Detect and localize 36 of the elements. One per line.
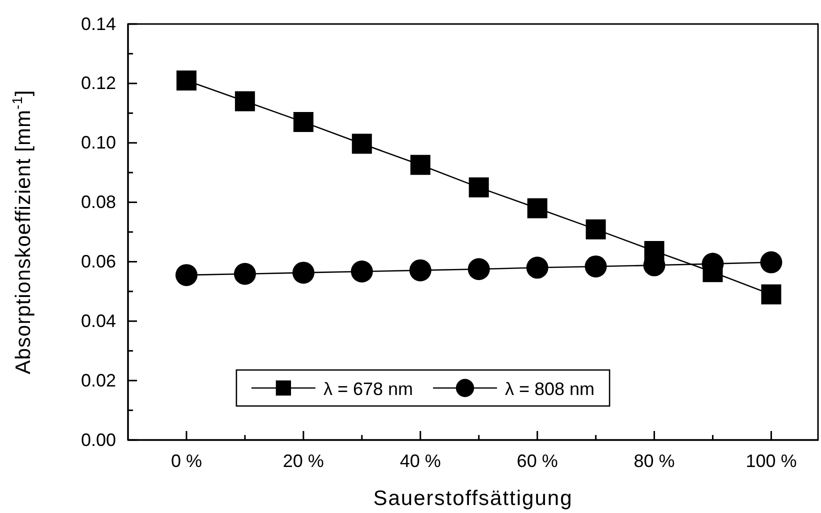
point	[234, 91, 255, 112]
y-tick-label: 0.02	[80, 370, 116, 390]
point	[350, 260, 373, 282]
x-tick-label: 100 %	[746, 450, 797, 471]
point	[176, 70, 196, 90]
point	[527, 198, 548, 218]
x-tick-label: 20 %	[282, 450, 324, 471]
legend-label: λ = 678 nm	[323, 379, 413, 399]
x-axis-title: Sauerstoffsättigung	[373, 487, 573, 510]
legend-label: λ = 808 nm	[505, 379, 595, 399]
point	[352, 134, 372, 154]
x-tick-label: 80 %	[634, 450, 675, 471]
y-tick-label: 0.00	[80, 430, 116, 450]
point	[468, 258, 490, 280]
x-tick-label: 40 %	[400, 450, 441, 471]
y-tick-label: 0.08	[80, 192, 116, 212]
y-tick-label: 0.04	[80, 310, 116, 331]
y-tick-label: 0.12	[80, 73, 116, 94]
point	[292, 262, 314, 284]
point	[584, 255, 607, 278]
point	[761, 284, 782, 304]
point	[409, 259, 432, 282]
x-tick-label: 0 %	[170, 450, 202, 471]
y-tick-label: 0.14	[80, 14, 116, 34]
point	[234, 262, 256, 285]
point	[293, 112, 314, 132]
point	[760, 251, 782, 274]
point	[175, 264, 198, 286]
point	[586, 219, 606, 240]
y-tick-label: 0.06	[80, 251, 116, 272]
point	[526, 256, 548, 279]
point	[644, 241, 664, 262]
y-tick-label: 0.10	[80, 132, 116, 153]
point	[468, 177, 489, 198]
point	[410, 154, 430, 175]
x-tick-label: 60 %	[516, 450, 558, 471]
